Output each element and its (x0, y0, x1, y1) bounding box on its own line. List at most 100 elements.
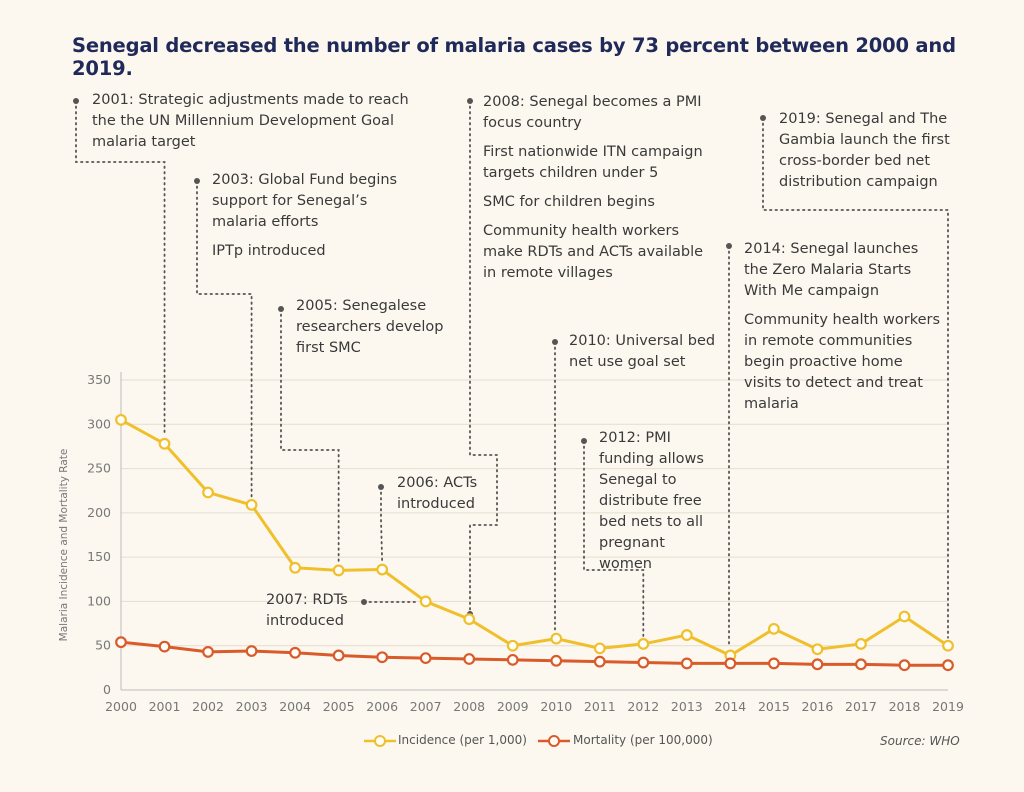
mortality-point (811, 658, 824, 671)
y-tick-label: 350 (87, 372, 111, 387)
x-tick-label: 2015 (758, 699, 790, 714)
annotation-text: Community health workers in remote commu… (744, 312, 941, 412)
x-tick-label: 2018 (889, 699, 921, 714)
incidence-point (245, 498, 258, 511)
mortality-point (463, 653, 476, 665)
annotation-text: 2005: Senegalese researchers develop fir… (296, 298, 444, 356)
incidence-point (376, 563, 389, 576)
y-tick-label: 0 (103, 682, 111, 697)
leader-line (280, 308, 340, 564)
mortality-point (942, 659, 954, 672)
incidence-point (811, 643, 824, 656)
mortality-point (289, 646, 302, 659)
mortality-point (724, 657, 737, 670)
incidence-point (158, 437, 171, 450)
x-tick-label: 2000 (105, 699, 137, 714)
series (115, 413, 954, 672)
incidence-point (115, 413, 127, 426)
x-tick-label: 2012 (627, 699, 659, 714)
mortality-line (120, 640, 948, 667)
annotation-2005: 2005: Senegalese researchers develop fir… (296, 296, 456, 367)
leader-line (75, 100, 166, 437)
legend-markers (364, 735, 570, 747)
leader-dot (552, 339, 558, 345)
incidence-point (680, 629, 693, 641)
annotation-2003: 2003: Global Fund begins support for Sen… (212, 170, 402, 270)
x-tick-label: 2010 (540, 699, 572, 714)
legend-incidence-label: Incidence (per 1,000) (398, 733, 527, 747)
incidence-point (637, 638, 650, 650)
leader-dot (581, 438, 587, 444)
x-tick-label: 2011 (584, 699, 616, 714)
annotation-text: 2003: Global Fund begins support for Sen… (212, 172, 398, 230)
mortality-point (115, 636, 127, 649)
annotation-text: 2006: ACTs introduced (397, 475, 478, 512)
annotation-text: First nationwide ITN campaign targets ch… (483, 144, 703, 181)
incidence-point (593, 642, 606, 655)
x-tick-label: 2002 (192, 699, 224, 714)
mortality-point (419, 652, 432, 665)
incidence-point (550, 632, 563, 645)
y-tick-label: 200 (87, 505, 111, 520)
mortality-point (202, 646, 214, 658)
annotation-2012: 2012: PMI funding allows Senegal to dist… (599, 428, 719, 583)
leader-line (196, 180, 253, 498)
incidence-line (120, 418, 949, 657)
annotation-text: 2001: Strategic adjustments made to reac… (92, 92, 409, 150)
annotation-2014: 2014: Senegal launches the Zero Malaria … (744, 239, 944, 423)
mortality-point (245, 645, 258, 657)
y-tick-label: 100 (87, 593, 111, 608)
annotation-2001: 2001: Strategic adjustments made to reac… (92, 90, 437, 161)
x-tick-label: 2008 (453, 699, 485, 714)
mortality-point (158, 640, 171, 653)
incidence-point (506, 639, 519, 652)
leader-dot (194, 178, 200, 184)
annotation-text: IPTp introduced (212, 243, 326, 259)
legend-mortality-label: Mortality (per 100,000) (573, 733, 713, 747)
annotation-text: 2014: Senegal launches the Zero Malaria … (744, 241, 919, 299)
mortality-point (898, 659, 911, 672)
mortality-point (376, 651, 389, 664)
leader-dot (467, 98, 473, 104)
annotation-text: 2008: Senegal becomes a PMI focus countr… (483, 94, 702, 131)
incidence-point (289, 561, 302, 574)
x-tick-label: 2005 (323, 699, 355, 714)
annotation-2008: 2008: Senegal becomes a PMI focus countr… (483, 92, 708, 292)
y-tick-label: 250 (87, 461, 111, 476)
annotation-text: 2012: PMI funding allows Senegal to dist… (599, 430, 704, 572)
x-tick-label: 2003 (236, 699, 268, 714)
legend-marker (548, 735, 560, 747)
x-tick-label: 2006 (366, 699, 398, 714)
mortality-point (637, 656, 650, 669)
annotation-text: 2010: Universal bed net use goal set (569, 333, 716, 370)
x-tick-label: 2017 (845, 699, 877, 714)
annotation-2019: 2019: Senegal and The Gambia launch the … (779, 109, 969, 201)
y-tick-label: 50 (95, 638, 111, 653)
leader-dot (378, 484, 384, 490)
y-tick-label: 300 (87, 416, 111, 431)
incidence-point (942, 639, 954, 652)
y-tick-label: 150 (87, 549, 111, 564)
annotation-2006: 2006: ACTs introduced (397, 473, 497, 523)
mortality-point (593, 655, 606, 668)
mortality-point (332, 649, 345, 662)
leader-line (583, 440, 645, 637)
x-tick-label: 2007 (410, 699, 442, 714)
chart-title: Senegal decreased the number of malaria … (72, 34, 956, 80)
annotation-text: 2019: Senegal and The Gambia launch the … (779, 111, 950, 190)
axes: 0 50 100 150 200 250 300 350 2000 2001 2002 2003 200… (58, 372, 964, 714)
source-note: Source: WHO (880, 734, 960, 748)
incidence-point (419, 595, 432, 608)
mortality-point (855, 658, 867, 671)
annotation-text: SMC for children begins (483, 194, 655, 210)
mortality-point (680, 657, 693, 670)
leader-dot (73, 98, 79, 104)
leader-line (762, 117, 949, 639)
leader-line (380, 486, 384, 563)
mortality-point (550, 654, 563, 667)
incidence-point (767, 622, 780, 635)
y-axis-title: Malaria Incidence and Mortality Rate (58, 449, 70, 642)
incidence-point (898, 610, 911, 623)
x-tick-label: 2014 (714, 699, 746, 714)
